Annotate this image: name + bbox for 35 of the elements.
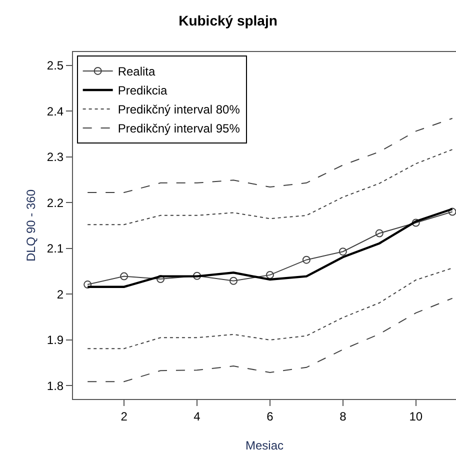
y-axis-title: DLQ 90 - 360 (24, 189, 38, 262)
y-tick-label: 2.3 (46, 150, 64, 164)
legend-label: Predikčný interval 80% (118, 102, 240, 117)
x-tick-label: 6 (266, 409, 274, 424)
y-tick-label: 2.2 (46, 196, 64, 210)
chart-title: Kubický splajn (178, 12, 278, 29)
y-tick-label: 2 (56, 287, 64, 302)
point (412, 218, 420, 227)
point (338, 248, 347, 256)
point (120, 272, 128, 280)
line-series (87, 149, 453, 226)
y-tick-label: 1.9 (46, 333, 64, 348)
line-series (87, 268, 453, 350)
x-tick-label: 8 (340, 409, 347, 424)
point (375, 229, 384, 238)
x-tick-label: 2 (120, 409, 128, 424)
legend-label: Realita (118, 64, 156, 79)
legend-label: Predikcia (118, 84, 168, 98)
point (266, 270, 274, 279)
y-tick-label: 2.4 (46, 104, 64, 118)
point (448, 208, 456, 216)
y-tick-label: 1.8 (46, 378, 64, 393)
point (84, 280, 92, 289)
x-tick-label: 10 (409, 409, 423, 424)
x-tick-label: 4 (194, 409, 201, 424)
y-tick-label: 2.1 (46, 242, 64, 256)
legend-label: Predikčný interval 95% (118, 122, 240, 136)
line-series (87, 118, 453, 194)
y-tick-label: 2.5 (46, 58, 64, 72)
point (193, 272, 202, 280)
point (156, 275, 165, 284)
line-series (87, 298, 453, 382)
x-axis-title: Mesiac (245, 438, 284, 452)
point (230, 276, 238, 285)
point (302, 256, 310, 264)
